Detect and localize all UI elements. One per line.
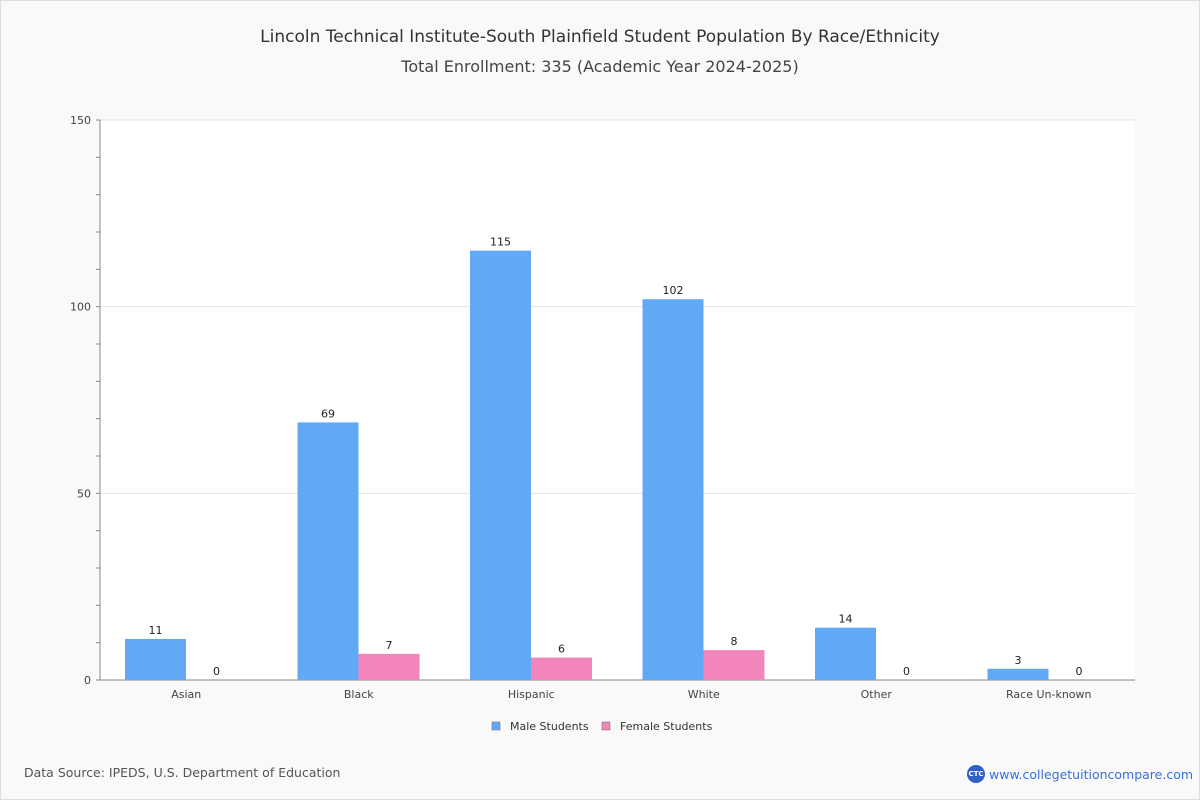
brand-link[interactable]: CTC www.collegetuitioncompare.com <box>967 765 1193 783</box>
bar-male <box>125 638 186 680</box>
y-tick-label: 150 <box>70 114 91 127</box>
chart-subtitle: Total Enrollment: 335 (Academic Year 202… <box>401 57 799 76</box>
data-label: 0 <box>213 665 220 678</box>
x-tick-label: Race Un-known <box>1006 688 1092 701</box>
y-tick-label: 100 <box>70 301 91 314</box>
x-tick-label: Hispanic <box>508 688 555 701</box>
data-label: 69 <box>321 407 335 420</box>
brand-url: www.collegetuitioncompare.com <box>989 766 1194 782</box>
data-label: 0 <box>1076 665 1083 678</box>
bar-female <box>531 657 592 680</box>
legend-label: Female Students <box>620 720 713 733</box>
data-label: 7 <box>386 639 393 652</box>
bar-male <box>297 422 359 680</box>
plot-area <box>100 120 1135 680</box>
data-label: 102 <box>663 284 684 297</box>
bar-male <box>642 299 704 680</box>
x-tick-label: White <box>688 688 720 701</box>
bar-male <box>815 627 876 680</box>
y-tick-label: 50 <box>77 487 91 500</box>
bar-female <box>703 650 765 680</box>
legend-label: Male Students <box>510 720 589 733</box>
data-label: 6 <box>558 643 565 656</box>
data-label: 3 <box>1015 654 1022 667</box>
data-label: 8 <box>731 635 738 648</box>
legend-swatch <box>491 721 501 731</box>
chart-title: Lincoln Technical Institute-South Plainf… <box>260 27 940 47</box>
x-tick-label: Asian <box>171 688 201 701</box>
y-tick-label: 0 <box>84 674 91 687</box>
bar-male <box>470 250 531 680</box>
bar-female <box>358 653 420 680</box>
ctc-logo-icon: CTC <box>967 765 985 783</box>
x-tick-label: Black <box>344 688 374 701</box>
x-tick-label: Other <box>861 688 893 701</box>
data-label: 14 <box>839 613 853 626</box>
data-source: Data Source: IPEDS, U.S. Department of E… <box>24 765 341 780</box>
legend-swatch <box>601 721 611 731</box>
data-label: 0 <box>903 665 910 678</box>
bar-male <box>987 668 1049 680</box>
data-label: 115 <box>490 236 511 249</box>
data-label: 11 <box>149 624 163 637</box>
